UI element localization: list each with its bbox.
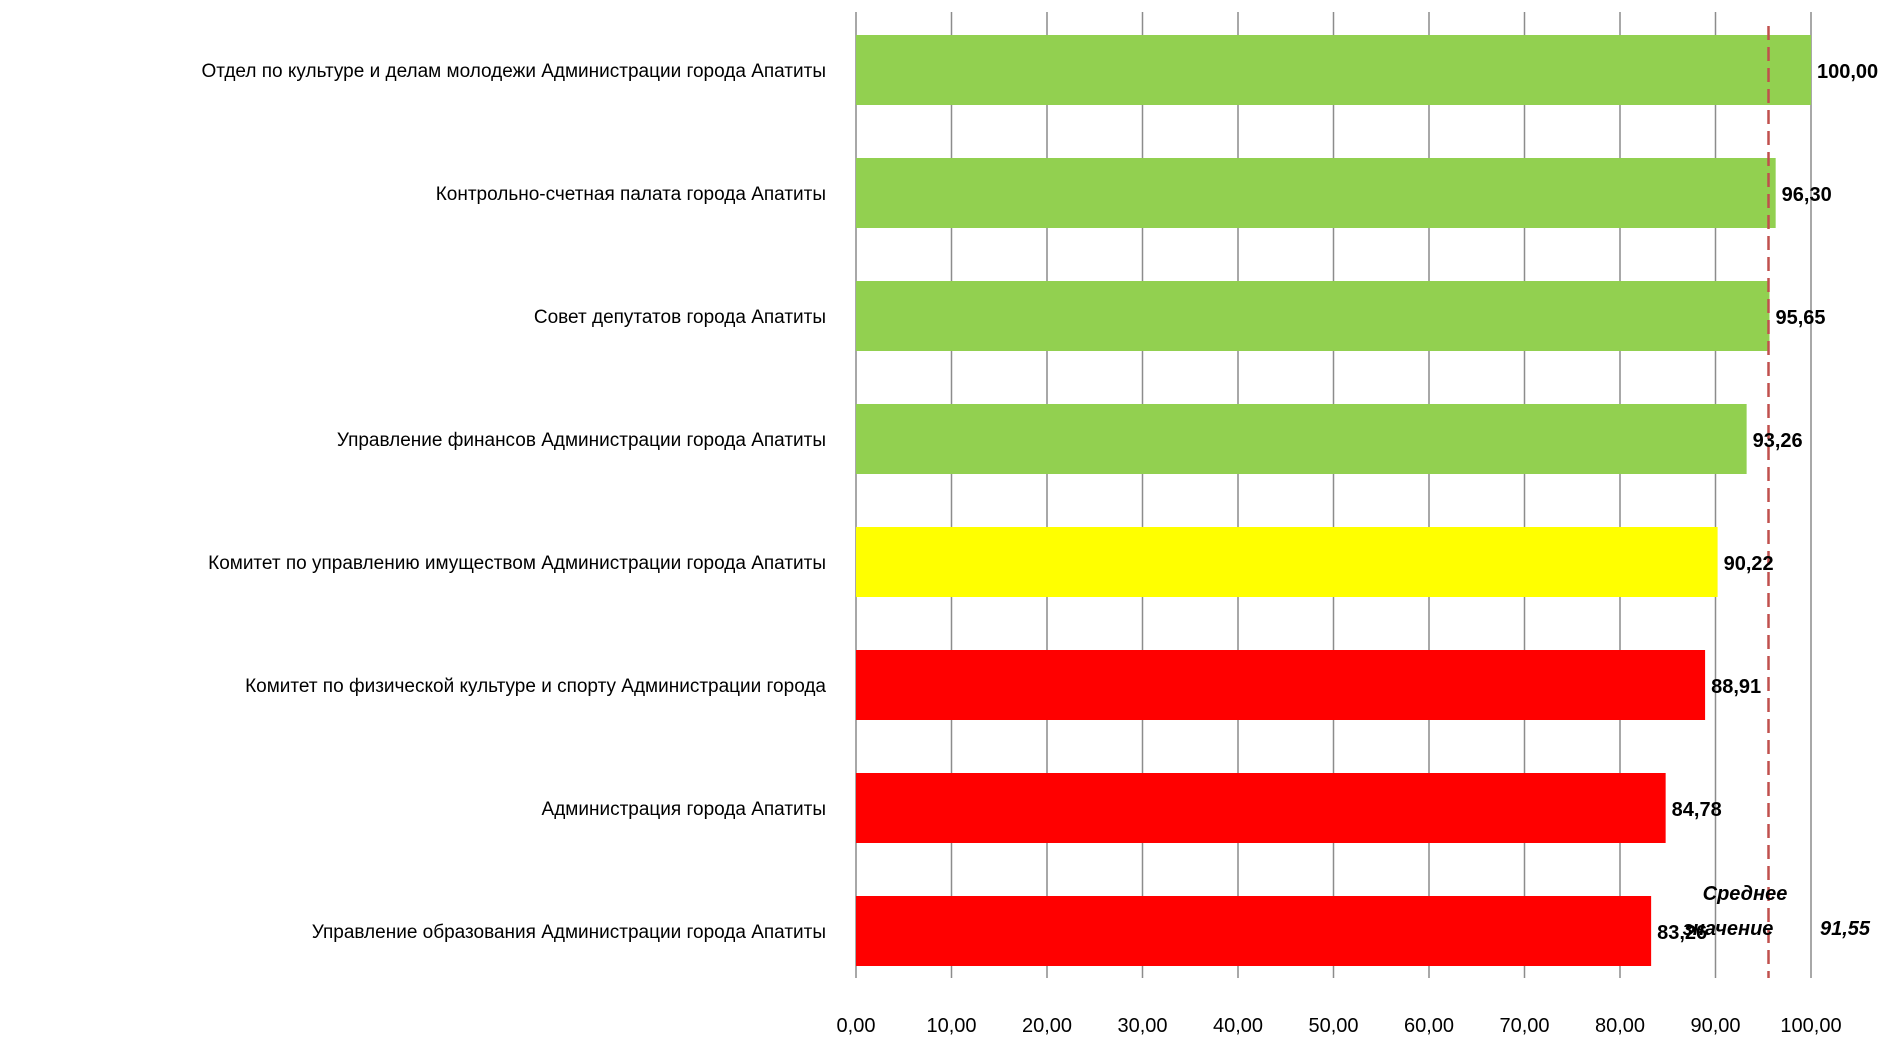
category-label: Комитет по управлению имуществом Админис… xyxy=(208,553,826,574)
value-label: 100,00 xyxy=(1817,61,1878,83)
x-tick-label: 30,00 xyxy=(1117,1015,1167,1037)
reference-label-line2: значение xyxy=(1683,918,1774,940)
category-label: Отдел по культуре и делам молодежи Админ… xyxy=(202,61,827,82)
x-axis-tick-labels: 0,00 10,00 20,00 30,00 40,00 50,00 60,00 70,00 8… xyxy=(837,1015,1842,1037)
x-tick-label: 100,00 xyxy=(1780,1015,1841,1037)
average-reference-line: Среднее значение 91,55 xyxy=(1683,26,1871,978)
x-tick-label: 80,00 xyxy=(1595,1015,1645,1037)
x-tick-label: 90,00 xyxy=(1690,1015,1740,1037)
bar xyxy=(856,281,1770,351)
value-label: 83,26 xyxy=(1657,922,1707,944)
reference-label-line1: Среднее xyxy=(1703,883,1788,905)
category-label: Администрация города Апатиты xyxy=(542,799,826,820)
category-label: Управление финансов Администрации города… xyxy=(337,430,826,451)
value-label: 88,91 xyxy=(1711,676,1761,698)
category-label: Контрольно-счетная палата города Апатиты xyxy=(436,184,826,205)
x-tick-label: 20,00 xyxy=(1022,1015,1072,1037)
value-labels: 100,00 96,30 95,65 93,26 90,22 88,91 84,78 83,2… xyxy=(1657,61,1878,944)
category-label: Совет депутатов города Апатиты xyxy=(534,307,826,328)
x-tick-label: 70,00 xyxy=(1499,1015,1549,1037)
x-tick-label: 0,00 xyxy=(837,1015,876,1037)
x-tick-label: 50,00 xyxy=(1308,1015,1358,1037)
value-label: 84,78 xyxy=(1672,799,1722,821)
value-label: 93,26 xyxy=(1753,430,1803,452)
category-label: Управление образования Администрации гор… xyxy=(312,922,826,943)
x-tick-label: 10,00 xyxy=(926,1015,976,1037)
bar xyxy=(856,158,1776,228)
bar xyxy=(856,773,1666,843)
reference-label-value: 91,55 xyxy=(1820,918,1871,940)
x-tick-label: 40,00 xyxy=(1213,1015,1263,1037)
bars xyxy=(856,35,1811,966)
value-label: 95,65 xyxy=(1775,307,1825,329)
category-labels: Отдел по культуре и делам молодежи Админ… xyxy=(202,61,827,943)
bar xyxy=(856,404,1747,474)
category-label: Комитет по физической культуре и спорту … xyxy=(245,676,826,697)
value-label: 96,30 xyxy=(1782,184,1832,206)
bar xyxy=(856,35,1811,105)
value-label: 90,22 xyxy=(1724,553,1774,575)
bar xyxy=(856,650,1706,720)
bar xyxy=(856,527,1718,597)
bar xyxy=(856,896,1652,966)
x-tick-label: 60,00 xyxy=(1404,1015,1454,1037)
